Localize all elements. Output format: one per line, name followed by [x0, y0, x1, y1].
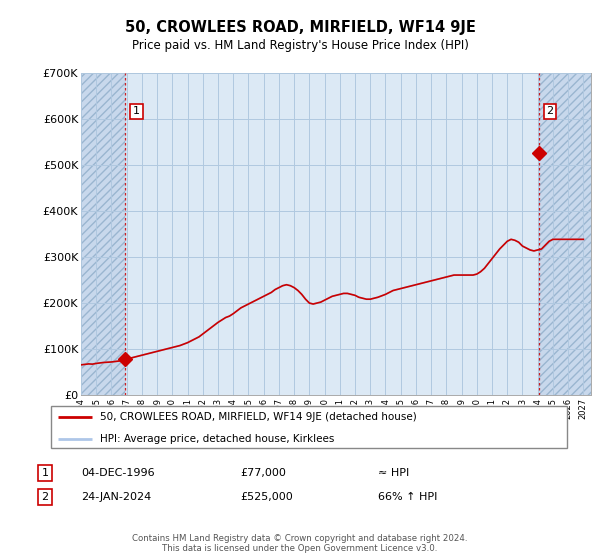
Text: HPI: Average price, detached house, Kirklees: HPI: Average price, detached house, Kirk…: [100, 434, 335, 444]
Text: 2: 2: [41, 492, 49, 502]
Text: £77,000: £77,000: [240, 468, 286, 478]
Text: Price paid vs. HM Land Registry's House Price Index (HPI): Price paid vs. HM Land Registry's House …: [131, 39, 469, 52]
Text: ≈ HPI: ≈ HPI: [378, 468, 409, 478]
Text: 2: 2: [547, 106, 554, 116]
Text: 50, CROWLEES ROAD, MIRFIELD, WF14 9JE (detached house): 50, CROWLEES ROAD, MIRFIELD, WF14 9JE (d…: [100, 412, 417, 422]
Text: £525,000: £525,000: [240, 492, 293, 502]
Text: 04-DEC-1996: 04-DEC-1996: [81, 468, 155, 478]
Text: 1: 1: [133, 106, 140, 116]
FancyBboxPatch shape: [50, 405, 568, 449]
Text: Contains HM Land Registry data © Crown copyright and database right 2024.
This d: Contains HM Land Registry data © Crown c…: [132, 534, 468, 553]
Text: 50, CROWLEES ROAD, MIRFIELD, WF14 9JE: 50, CROWLEES ROAD, MIRFIELD, WF14 9JE: [125, 20, 475, 35]
Text: 1: 1: [41, 468, 49, 478]
Text: 66% ↑ HPI: 66% ↑ HPI: [378, 492, 437, 502]
Text: 24-JAN-2024: 24-JAN-2024: [81, 492, 151, 502]
